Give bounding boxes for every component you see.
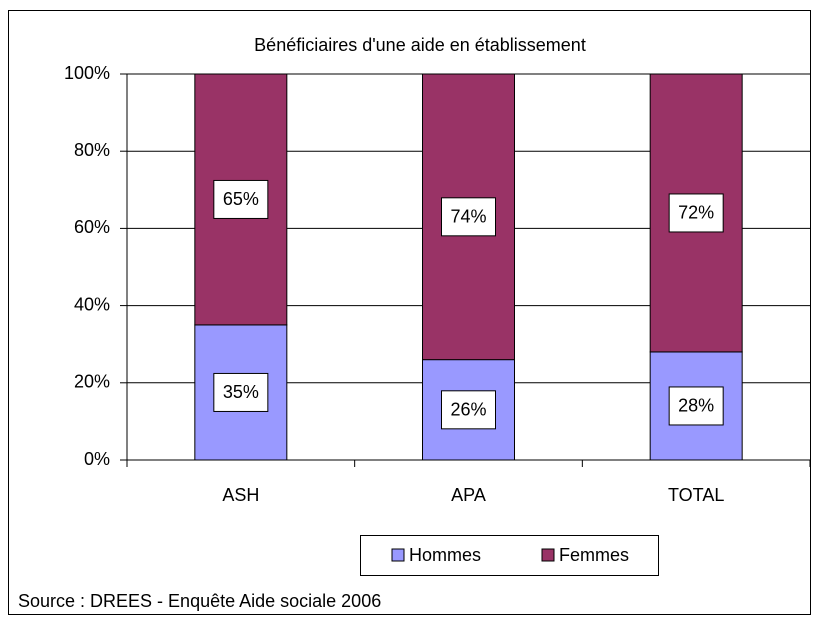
value-label: 65% (223, 189, 259, 209)
y-tick-label: 100% (64, 63, 110, 83)
x-tick-label: APA (451, 485, 486, 505)
value-label-box (213, 179, 269, 219)
value-label: 72% (678, 203, 714, 223)
source-note: Source : DREES - Enquête Aide sociale 20… (18, 591, 381, 611)
value-label: 26% (450, 400, 486, 420)
value-label-box (668, 386, 724, 426)
value-label: 28% (678, 396, 714, 416)
value-label-box (441, 197, 496, 237)
x-tick-label: ASH (222, 485, 259, 505)
x-tick-label: TOTAL (668, 485, 724, 505)
value-label: 35% (223, 382, 259, 402)
y-tick-label: 60% (74, 217, 110, 237)
y-tick-label: 20% (74, 372, 110, 392)
y-tick-label: 80% (74, 140, 110, 160)
legend-label: Femmes (559, 545, 629, 565)
y-tick-label: 0% (84, 449, 110, 469)
value-label: 74% (450, 207, 486, 227)
value-label-box (668, 193, 724, 233)
legend-swatch (391, 548, 405, 562)
legend-label: Hommes (409, 545, 481, 565)
value-label-box (213, 372, 269, 412)
chart-title: Bénéficiaires d'une aide en établissemen… (254, 35, 586, 55)
value-label-box (441, 390, 496, 430)
legend-swatch (541, 548, 555, 562)
legend-box (360, 535, 659, 576)
y-tick-label: 40% (74, 294, 110, 314)
